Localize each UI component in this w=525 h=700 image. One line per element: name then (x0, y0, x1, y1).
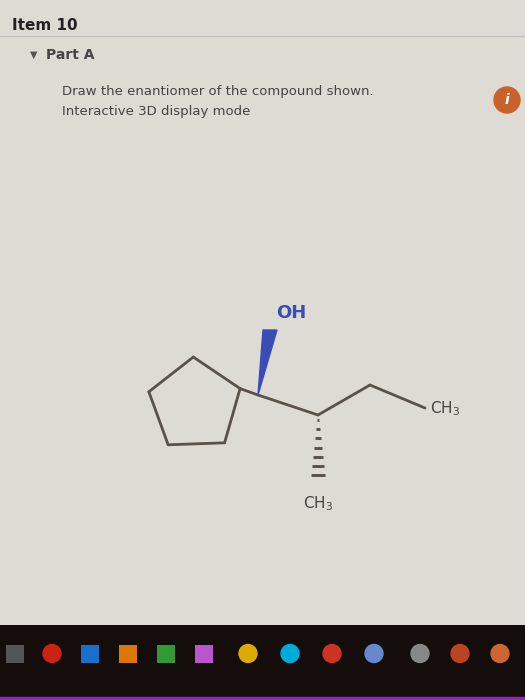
Text: OH: OH (276, 304, 306, 322)
Bar (195, 645, 213, 662)
Polygon shape (258, 330, 277, 395)
Text: ▼: ▼ (30, 50, 37, 60)
Bar (119, 645, 137, 662)
Text: i: i (505, 93, 509, 107)
Text: Item 10: Item 10 (12, 18, 78, 33)
Circle shape (323, 645, 341, 662)
Circle shape (491, 645, 509, 662)
Circle shape (43, 645, 61, 662)
Circle shape (281, 645, 299, 662)
Text: Part A: Part A (46, 48, 94, 62)
Circle shape (239, 645, 257, 662)
Circle shape (494, 87, 520, 113)
Circle shape (411, 645, 429, 662)
Text: CH$_3$: CH$_3$ (430, 400, 460, 419)
Circle shape (365, 645, 383, 662)
Bar (6, 645, 24, 662)
Bar (157, 645, 175, 662)
Bar (81, 645, 99, 662)
Circle shape (451, 645, 469, 662)
Text: CH$_3$: CH$_3$ (303, 494, 333, 512)
Bar (0, 625, 525, 700)
Text: Interactive 3D display mode: Interactive 3D display mode (62, 106, 250, 118)
Text: Draw the enantiomer of the compound shown.: Draw the enantiomer of the compound show… (62, 85, 374, 99)
